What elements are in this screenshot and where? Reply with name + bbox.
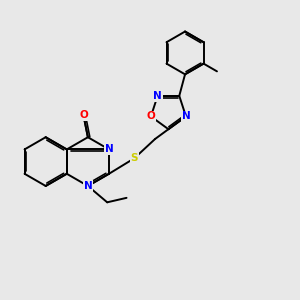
Text: N: N — [182, 112, 190, 122]
Text: S: S — [130, 153, 138, 163]
Text: N: N — [83, 181, 92, 191]
Text: N: N — [153, 91, 162, 101]
Text: O: O — [146, 112, 155, 122]
Text: O: O — [79, 110, 88, 120]
Text: N: N — [105, 144, 113, 154]
